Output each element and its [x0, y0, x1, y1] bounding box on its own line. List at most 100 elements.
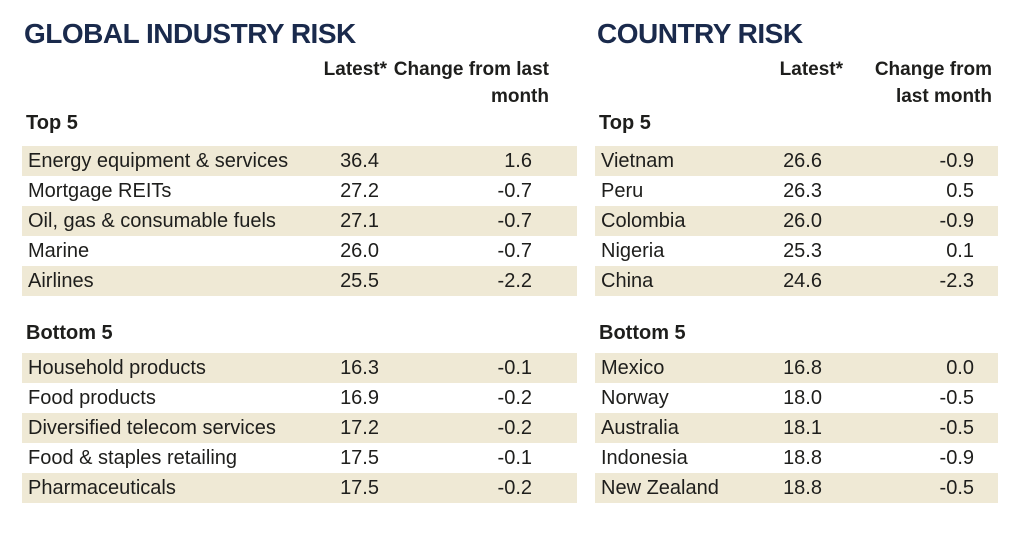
- country-risk-table: COUNTRY RISK Latest* Change from last mo…: [595, 0, 998, 536]
- industry-top5-rows: Energy equipment & services 36.4 1.6 Mor…: [22, 146, 577, 296]
- latest-value: 26.0: [783, 210, 822, 232]
- row-name: Vietnam: [601, 150, 675, 172]
- table-row: Nigeria 25.3 0.1: [595, 236, 998, 266]
- row-name: China: [601, 270, 654, 292]
- country-top5-rows: Vietnam 26.6 -0.9 Peru 26.3 0.5 Colombia…: [595, 146, 998, 296]
- table-row: Airlines 25.5 -2.2: [22, 266, 577, 296]
- change-value: -0.5: [939, 417, 974, 439]
- row-name: Household products: [28, 357, 206, 379]
- table-row: Norway 18.0 -0.5: [595, 383, 998, 413]
- column-headers: Latest* Change from last month: [595, 56, 998, 110]
- change-value: -0.9: [939, 447, 974, 469]
- row-name: Indonesia: [601, 447, 688, 469]
- industry-bottom5-rows: Household products 16.3 -0.1 Food produc…: [22, 353, 577, 503]
- row-name: Food & staples retailing: [28, 447, 238, 469]
- latest-value: 18.0: [783, 387, 822, 409]
- section-label-top5: Top 5: [26, 112, 78, 134]
- latest-value: 17.5: [340, 447, 379, 469]
- change-value: -0.2: [497, 387, 532, 409]
- table-row: Peru 26.3 0.5: [595, 176, 998, 206]
- column-header-spacer: [22, 56, 297, 110]
- row-name: Pharmaceuticals: [28, 477, 176, 499]
- table-title-country-risk: COUNTRY RISK: [597, 18, 803, 49]
- table-row: Food products 16.9 -0.2: [22, 383, 577, 413]
- global-industry-risk-table: GLOBAL INDUSTRY RISK Latest* Change from…: [22, 0, 577, 536]
- row-name: Airlines: [28, 270, 94, 292]
- change-value: -0.7: [497, 240, 532, 262]
- row-name: Marine: [28, 240, 90, 262]
- table-row: Mortgage REITs 27.2 -0.7: [22, 176, 577, 206]
- table-row: China 24.6 -2.3: [595, 266, 998, 296]
- row-name: Mexico: [601, 357, 665, 379]
- table-row: Household products 16.3 -0.1: [22, 353, 577, 383]
- latest-value: 18.8: [783, 447, 822, 469]
- row-name: Colombia: [601, 210, 686, 232]
- table-row: Energy equipment & services 36.4 1.6: [22, 146, 577, 176]
- latest-value: 17.5: [340, 477, 379, 499]
- row-name: Peru: [601, 180, 644, 202]
- column-header-latest: Latest*: [779, 59, 843, 80]
- table-row: New Zealand 18.8 -0.5: [595, 473, 998, 503]
- row-name: Australia: [601, 417, 679, 439]
- table-row: Mexico 16.8 0.0: [595, 353, 998, 383]
- change-value: -2.2: [497, 270, 532, 292]
- row-name: Nigeria: [601, 240, 665, 262]
- latest-value: 26.0: [340, 240, 379, 262]
- change-value: 0.1: [946, 240, 974, 262]
- change-value: -0.9: [939, 150, 974, 172]
- row-name: Energy equipment & services: [28, 150, 289, 172]
- change-value: -0.9: [939, 210, 974, 232]
- section-label-top5: Top 5: [599, 112, 651, 134]
- table-row: Vietnam 26.6 -0.9: [595, 146, 998, 176]
- latest-value: 17.2: [340, 417, 379, 439]
- table-row: Australia 18.1 -0.5: [595, 413, 998, 443]
- change-value: -0.1: [497, 447, 532, 469]
- change-value: -0.5: [939, 387, 974, 409]
- latest-value: 16.8: [783, 357, 822, 379]
- table-row: Marine 26.0 -0.7: [22, 236, 577, 266]
- latest-value: 25.5: [340, 270, 379, 292]
- latest-value: 25.3: [783, 240, 822, 262]
- change-value: 0.0: [946, 357, 974, 379]
- row-name: Mortgage REITs: [28, 180, 172, 202]
- change-value: 0.5: [946, 180, 974, 202]
- table-row: Colombia 26.0 -0.9: [595, 206, 998, 236]
- latest-value: 26.3: [783, 180, 822, 202]
- row-name: Food products: [28, 387, 156, 409]
- column-header-spacer: [595, 56, 748, 110]
- change-value: -0.7: [497, 210, 532, 232]
- change-value: -0.2: [497, 417, 532, 439]
- column-header-change: Change from last month: [874, 59, 992, 107]
- row-name: Norway: [601, 387, 669, 409]
- latest-value: 36.4: [340, 150, 379, 172]
- latest-value: 18.8: [783, 477, 822, 499]
- latest-value: 26.6: [783, 150, 822, 172]
- latest-value: 24.6: [783, 270, 822, 292]
- column-header-change: Change from last month: [393, 59, 549, 107]
- table-row: Pharmaceuticals 17.5 -0.2: [22, 473, 577, 503]
- section-label-bottom5: Bottom 5: [26, 322, 113, 344]
- table-row: Diversified telecom services 17.2 -0.2: [22, 413, 577, 443]
- section-label-bottom5: Bottom 5: [599, 322, 686, 344]
- table-row: Food & staples retailing 17.5 -0.1: [22, 443, 577, 473]
- table-title-global-industry-risk: GLOBAL INDUSTRY RISK: [24, 18, 356, 49]
- latest-value: 16.3: [340, 357, 379, 379]
- latest-value: 27.2: [340, 180, 379, 202]
- latest-value: 16.9: [340, 387, 379, 409]
- change-value: -0.5: [939, 477, 974, 499]
- latest-value: 18.1: [783, 417, 822, 439]
- column-header-latest: Latest*: [323, 59, 387, 80]
- latest-value: 27.1: [340, 210, 379, 232]
- change-value: 1.6: [504, 150, 532, 172]
- change-value: -0.2: [497, 477, 532, 499]
- change-value: -0.1: [497, 357, 532, 379]
- row-name: Oil, gas & consumable fuels: [28, 210, 276, 232]
- table-row: Indonesia 18.8 -0.9: [595, 443, 998, 473]
- column-headers: Latest* Change from last month: [22, 56, 577, 110]
- country-bottom5-rows: Mexico 16.8 0.0 Norway 18.0 -0.5 Austral…: [595, 353, 998, 503]
- row-name: Diversified telecom services: [28, 417, 276, 439]
- change-value: -0.7: [497, 180, 532, 202]
- row-name: New Zealand: [601, 477, 719, 499]
- change-value: -2.3: [939, 270, 974, 292]
